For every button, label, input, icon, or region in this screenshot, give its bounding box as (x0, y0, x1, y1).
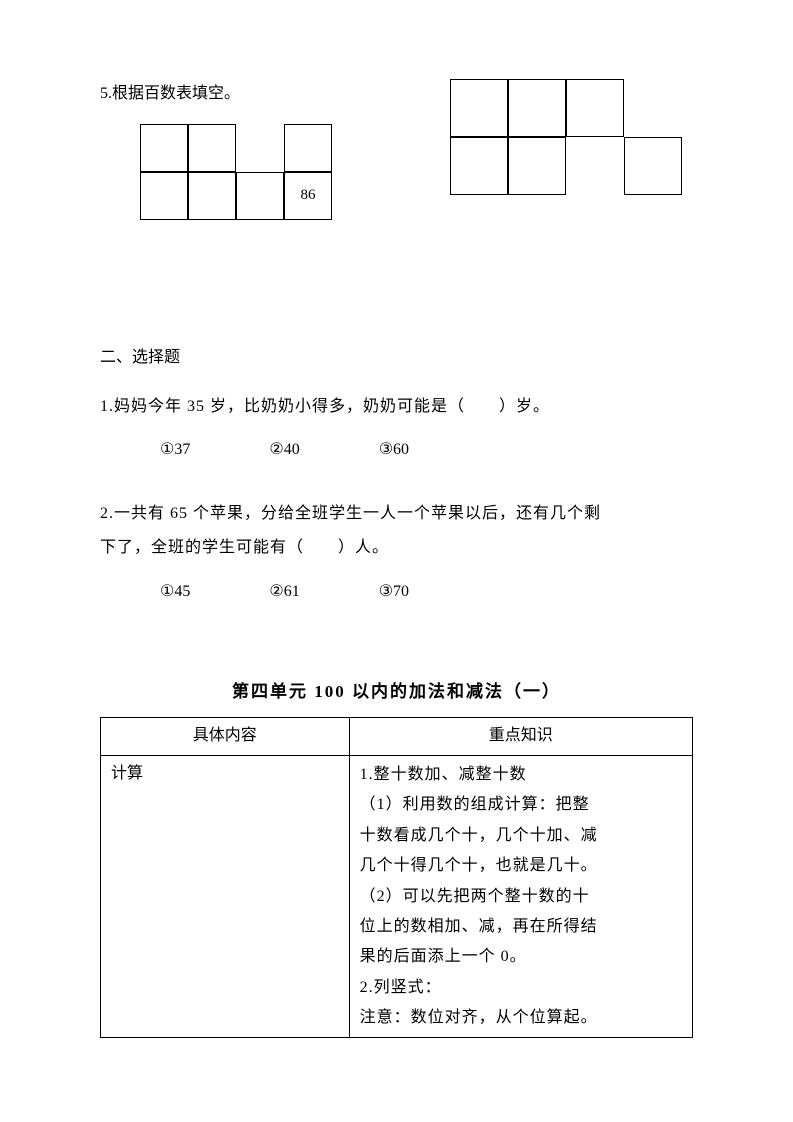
question-1-text: 1.妈妈今年 35 岁，比奶奶小得多，奶奶可能是（ ）岁。 (100, 393, 693, 422)
grid-right-cell (508, 137, 566, 195)
q1-option-3: ③60 (379, 436, 409, 465)
q2-option-2: ②61 (269, 578, 299, 607)
grid-right-cell (450, 79, 508, 137)
content-line: 位上的数相加、减，再在所得结 (360, 912, 682, 942)
table-header-col1: 具体内容 (101, 718, 350, 756)
table-header-col2: 重点知识 (349, 718, 692, 756)
content-line: 1.整十数加、减整十数 (360, 760, 682, 790)
grids-container: 86 (100, 124, 693, 264)
q2-option-3: ③70 (379, 578, 409, 607)
content-line: （2）可以先把两个整十数的十 (360, 882, 682, 912)
grid-left-cell (140, 172, 188, 220)
content-line: 十数看成几个十，几个十加、减 (360, 821, 682, 851)
question-5: 5.根据百数表填空。 86 (100, 80, 693, 264)
table-row: 计算 1.整十数加、减整十数 （1）利用数的组成计算：把整 十数看成几个十，几个… (101, 755, 693, 1038)
q2-option-1: ①45 (160, 578, 190, 607)
unit-4-table: 具体内容 重点知识 计算 1.整十数加、减整十数 （1）利用数的组成计算：把整 … (100, 717, 693, 1038)
grid-left-cell (188, 124, 236, 172)
table-cell-right: 1.整十数加、减整十数 （1）利用数的组成计算：把整 十数看成几个十，几个十加、… (349, 755, 692, 1038)
content-line: 果的后面添上一个 0。 (360, 942, 682, 972)
content-line: （1）利用数的组成计算：把整 (360, 790, 682, 820)
question-2: 2.一共有 65 个苹果，分给全班学生一人一个苹果以后，还有几个剩 下了，全班的… (100, 500, 693, 606)
grid-left-cell (284, 124, 332, 172)
table-cell-left: 计算 (101, 755, 350, 1038)
content-line: 注意：数位对齐，从个位算起。 (360, 1003, 682, 1033)
question-2-text-line2: 下了，全班的学生可能有（ ）人。 (100, 534, 693, 563)
grid-left-cell-86: 86 (284, 172, 332, 220)
table-cell-left-text: 计算 (111, 765, 143, 782)
grid-right-cell (450, 137, 508, 195)
question-1-options: ①37 ②40 ③60 (160, 436, 693, 465)
question-2-text-line1: 2.一共有 65 个苹果，分给全班学生一人一个苹果以后，还有几个剩 (100, 500, 693, 529)
section-2: 二、选择题 1.妈妈今年 35 岁，比奶奶小得多，奶奶可能是（ ）岁。 ①37 … (100, 344, 693, 607)
table-header-row: 具体内容 重点知识 (101, 718, 693, 756)
section-2-title: 二、选择题 (100, 344, 693, 373)
q1-option-2: ②40 (269, 436, 299, 465)
grid-left-cell (188, 172, 236, 220)
grid-right-cell (624, 137, 682, 195)
question-2-options: ①45 ②61 ③70 (160, 578, 693, 607)
q1-option-1: ①37 (160, 436, 190, 465)
unit-4-title: 第四单元 100 以内的加法和减法（一） (100, 677, 693, 708)
grid-left-cell (140, 124, 188, 172)
content-line: 几个十得几个十，也就是几十。 (360, 851, 682, 881)
grid-right-cell (508, 79, 566, 137)
grid-right-cell (566, 79, 624, 137)
grid-left-cell (236, 172, 284, 220)
content-line: 2.列竖式： (360, 973, 682, 1003)
